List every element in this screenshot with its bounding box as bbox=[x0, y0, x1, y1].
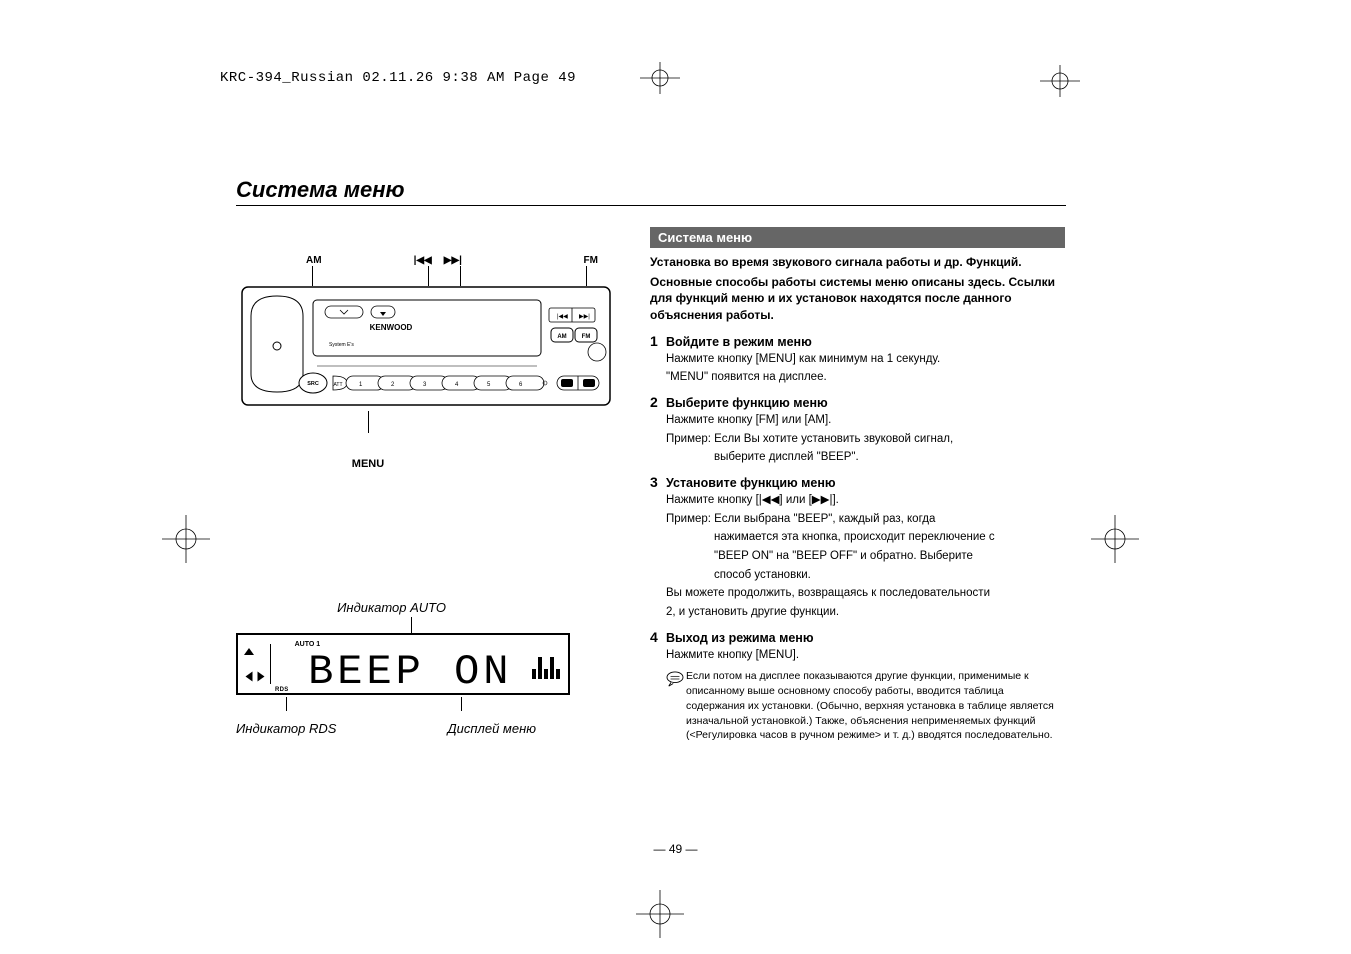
callout-labels: AM |◀◀ ▶▶| FM bbox=[268, 255, 598, 266]
caption-menu: Дисплей меню bbox=[447, 721, 536, 736]
callout-am: AM bbox=[306, 255, 322, 266]
menu-label: MENU bbox=[328, 458, 408, 470]
svg-text:|◀◀: |◀◀ bbox=[557, 314, 568, 320]
step-title: Выберите функцию меню bbox=[666, 396, 828, 410]
lcd-auto-label: AUTO 1 bbox=[295, 641, 321, 648]
display-block: Индикатор AUTO RDS AUTO 1 BEEP ON bbox=[236, 600, 616, 736]
intro-text: Установка во время звукового сигнала раб… bbox=[650, 254, 1065, 323]
display-captions: Индикатор RDS Дисплей меню bbox=[236, 721, 566, 736]
caption-rds: Индикатор RDS bbox=[236, 721, 336, 736]
note-text: Если потом на дисплее показываются други… bbox=[686, 669, 1065, 742]
step-body: Нажмите кнопку [MENU]. bbox=[666, 647, 1065, 664]
step-2: 2 Выберите функцию меню Нажмите кнопку [… bbox=[650, 394, 1065, 466]
step-4: 4 Выход из режима меню Нажмите кнопку [M… bbox=[650, 629, 1065, 743]
step-title: Установите функцию меню bbox=[666, 476, 836, 490]
lcd-display: RDS AUTO 1 BEEP ON bbox=[236, 633, 570, 695]
callout-fm: FM bbox=[584, 255, 598, 266]
step-title: Войдите в режим меню bbox=[666, 335, 812, 349]
steps-list: 1 Войдите в режим меню Нажмите кнопку [M… bbox=[650, 333, 1065, 743]
section-bar: Система меню bbox=[650, 227, 1065, 248]
svg-text:FM: FM bbox=[582, 334, 591, 340]
step-body: Нажмите кнопку [|◀◀] или [▶▶|]. Пример: … bbox=[666, 492, 1065, 621]
left-column: AM |◀◀ ▶▶| FM KENWOOD System E's bbox=[236, 255, 616, 736]
step-3: 3 Установите функцию меню Нажмите кнопку… bbox=[650, 474, 1065, 621]
radio-face-diagram: KENWOOD System E's |◀◀ ▶▶| AM FM SRC ATT bbox=[241, 286, 611, 411]
note-icon bbox=[666, 671, 686, 742]
lcd-segment-text: BEEP ON bbox=[308, 648, 512, 696]
print-header: KRC-394_Russian 02.11.26 9:38 AM Page 49 bbox=[220, 70, 576, 86]
registration-mark-right bbox=[1085, 515, 1145, 563]
registration-mark-top-right bbox=[1030, 65, 1090, 97]
lcd-arrow-icons bbox=[238, 635, 266, 693]
registration-mark-left bbox=[156, 515, 216, 563]
svg-text:AM: AM bbox=[557, 334, 566, 340]
svg-text:System E's: System E's bbox=[329, 342, 354, 348]
callout-prev-icon: |◀◀ bbox=[414, 255, 432, 266]
step-1: 1 Войдите в режим меню Нажмите кнопку [M… bbox=[650, 333, 1065, 386]
svg-text:SRC: SRC bbox=[307, 381, 319, 387]
right-column: Система меню Установка во время звуковог… bbox=[650, 227, 1065, 751]
registration-mark-bottom bbox=[630, 890, 690, 938]
registration-mark-top bbox=[630, 62, 690, 94]
callout-next-icon: ▶▶| bbox=[444, 255, 462, 266]
page-number: — 49 — bbox=[0, 842, 1351, 856]
svg-text:ATT: ATT bbox=[333, 382, 342, 388]
svg-text:▶▶|: ▶▶| bbox=[579, 314, 590, 320]
auto-indicator-label: Индикатор AUTO bbox=[236, 600, 616, 615]
brand-text: KENWOOD bbox=[370, 323, 413, 332]
step-body: Нажмите кнопку [MENU] как минимум на 1 с… bbox=[666, 351, 1065, 386]
page-title: Система меню bbox=[236, 177, 405, 203]
callout-lines bbox=[268, 266, 598, 286]
lcd-rds-label: RDS bbox=[275, 687, 289, 693]
title-rule bbox=[236, 205, 1066, 206]
step-num: 1 bbox=[650, 333, 666, 349]
note-row: Если потом на дисплее показываются други… bbox=[666, 669, 1065, 742]
step-title: Выход из режима меню bbox=[666, 631, 814, 645]
step-body: Нажмите кнопку [FM] или [AM]. Пример: Ес… bbox=[666, 412, 1065, 466]
lcd-bars-icon bbox=[532, 649, 568, 679]
step-num: 4 bbox=[650, 629, 666, 645]
step-num: 3 bbox=[650, 474, 666, 490]
step-num: 2 bbox=[650, 394, 666, 410]
